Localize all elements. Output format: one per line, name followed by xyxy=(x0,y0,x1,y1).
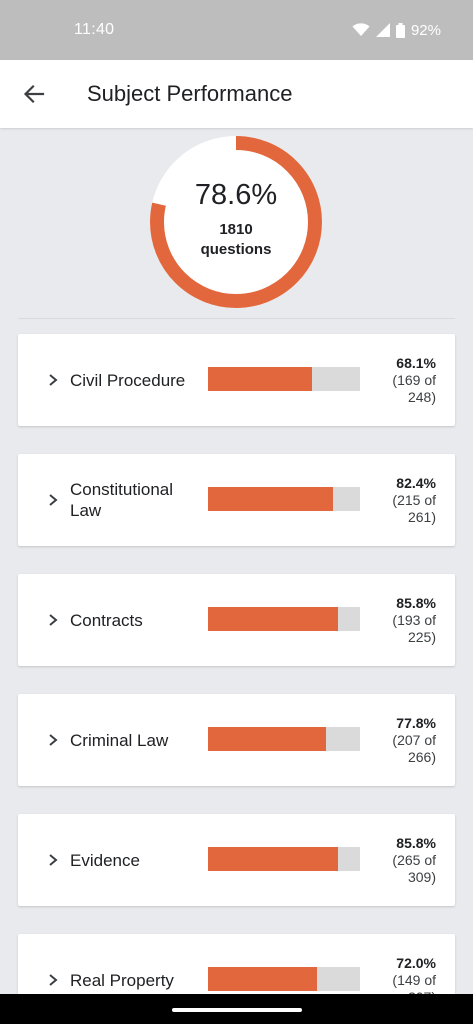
subject-stat: 82.4% (215 of 261) xyxy=(356,454,436,546)
subject-percent: 68.1% xyxy=(396,354,436,371)
back-button[interactable] xyxy=(18,78,50,110)
battery-percent: 92% xyxy=(410,21,441,39)
subject-name: Contracts xyxy=(70,610,143,630)
subject-correct-count: (149 of xyxy=(392,971,436,988)
subject-total-count: 266) xyxy=(407,748,436,765)
progress-bar-fill xyxy=(208,967,318,991)
overall-donut-chart: 78.6% 1810 questions xyxy=(148,134,324,310)
wifi-icon xyxy=(352,23,370,36)
question-count: 1810 xyxy=(219,220,253,238)
donut-center: 78.6% 1810 questions xyxy=(148,134,324,310)
subject-stat: 85.8% (265 of 309) xyxy=(356,814,436,906)
subject-percent: 72.0% xyxy=(396,954,436,971)
overall-percent: 78.6% xyxy=(194,178,278,211)
status-icons: 92% xyxy=(352,22,441,39)
subject-percent: 82.4% xyxy=(396,474,436,491)
subject-correct-count: (265 of xyxy=(392,851,436,868)
chevron-right-icon xyxy=(49,494,58,506)
subject-percent: 77.8% xyxy=(396,714,436,731)
subject-card-constitutional-law[interactable]: Constitutional Law 82.4% (215 of 261) xyxy=(18,454,455,546)
subject-correct-count: (193 of xyxy=(392,611,436,628)
progress-bar xyxy=(208,607,360,631)
subject-card-evidence[interactable]: Evidence 85.8% (265 of 309) xyxy=(18,814,455,906)
subject-stat: 68.1% (169 of 248) xyxy=(356,334,436,426)
battery-icon xyxy=(395,22,405,38)
subject-card-civil-procedure[interactable]: Civil Procedure 68.1% (169 of 248) xyxy=(18,334,455,426)
chevron-right-icon xyxy=(49,734,58,746)
progress-bar xyxy=(208,727,360,751)
subject-name: Constitutional Law xyxy=(70,480,174,520)
subject-name: Criminal Law xyxy=(70,730,169,750)
subject-correct-count: (207 of xyxy=(392,731,436,748)
question-unit: questions xyxy=(200,240,272,258)
progress-bar xyxy=(208,967,360,991)
subject-percent: 85.8% xyxy=(396,834,436,851)
progress-bar-fill xyxy=(208,607,339,631)
subject-name: Civil Procedure xyxy=(70,370,186,390)
system-nav-bar xyxy=(0,994,473,1024)
chevron-right-icon xyxy=(49,374,58,386)
subject-correct-count: (215 of xyxy=(392,491,436,508)
subject-correct-count: (169 of xyxy=(392,371,436,388)
progress-bar xyxy=(208,367,360,391)
page-title: Subject Performance xyxy=(87,81,293,106)
chevron-right-icon xyxy=(49,614,58,626)
subject-stat: 85.8% (193 of 225) xyxy=(356,574,436,666)
subject-stat: 77.8% (207 of 266) xyxy=(356,694,436,786)
donut-ring xyxy=(150,136,322,308)
chevron-right-icon xyxy=(49,974,58,986)
progress-bar-fill xyxy=(208,847,339,871)
status-bar: 11:40 92% xyxy=(0,0,473,60)
chevron-right-icon xyxy=(49,854,58,866)
progress-bar xyxy=(208,847,360,871)
subject-name: Evidence xyxy=(70,850,140,870)
subject-total-count: 309) xyxy=(407,868,436,885)
progress-bar xyxy=(208,487,360,511)
signal-icon xyxy=(375,23,390,37)
progress-bar-fill xyxy=(208,727,327,751)
status-time: 11:40 xyxy=(74,21,115,38)
subject-percent: 85.8% xyxy=(396,594,436,611)
summary-section: 78.6% 1810 questions xyxy=(0,128,473,320)
app-bar: Subject Performance xyxy=(0,60,473,128)
progress-bar-fill xyxy=(208,367,312,391)
divider xyxy=(18,318,455,319)
subject-total-count: 248) xyxy=(407,388,436,405)
subject-total-count: 225) xyxy=(407,628,436,645)
subject-card-contracts[interactable]: Contracts 85.8% (193 of 225) xyxy=(18,574,455,666)
donut-progress-arc xyxy=(150,136,322,308)
subject-card-criminal-law[interactable]: Criminal Law 77.8% (207 of 266) xyxy=(18,694,455,786)
arrow-back-icon xyxy=(23,84,45,104)
subject-name: Real Property xyxy=(70,970,174,990)
home-gesture-handle[interactable] xyxy=(172,1008,302,1012)
progress-bar-fill xyxy=(208,487,334,511)
subject-total-count: 261) xyxy=(407,508,436,525)
